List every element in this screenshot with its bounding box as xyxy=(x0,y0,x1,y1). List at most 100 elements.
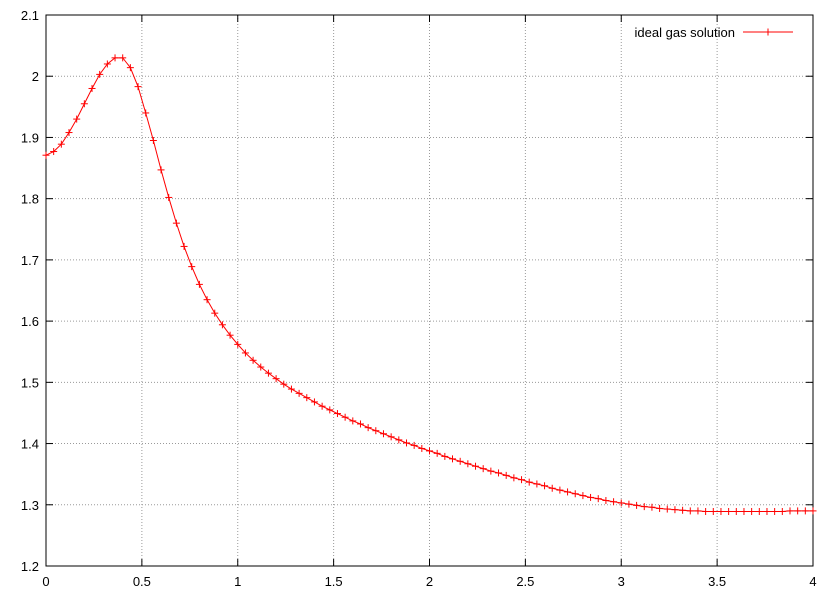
data-point xyxy=(341,413,349,421)
data-point xyxy=(755,508,763,516)
data-point xyxy=(602,496,610,504)
data-point xyxy=(441,452,449,460)
data-point xyxy=(333,410,341,418)
data-point xyxy=(656,504,664,512)
x-tick-label: 1 xyxy=(234,574,241,589)
data-point xyxy=(379,430,387,438)
data-point xyxy=(717,508,725,516)
data-point xyxy=(172,219,180,227)
data-point xyxy=(195,280,203,288)
legend-label: ideal gas solution xyxy=(635,25,735,40)
x-axis-ticks: 0 0.5 1 1.5 2 2.5 3 3.5 4 xyxy=(42,15,817,589)
data-point xyxy=(525,478,533,486)
data-point xyxy=(732,508,740,516)
data-point xyxy=(702,508,710,516)
data-point xyxy=(57,140,65,148)
data-point xyxy=(541,482,549,490)
data-point xyxy=(533,480,541,488)
x-tick-label: 2.5 xyxy=(516,574,534,589)
data-point xyxy=(119,54,127,62)
data-point xyxy=(472,462,480,470)
x-tick-label: 4 xyxy=(809,574,816,589)
data-point xyxy=(633,501,641,509)
data-point xyxy=(149,137,157,145)
data-point xyxy=(587,493,595,501)
data-point xyxy=(786,507,794,515)
data-point xyxy=(402,439,410,447)
data-point xyxy=(157,166,165,174)
data-point xyxy=(801,507,809,515)
data-point xyxy=(165,193,173,201)
y-tick-label: 1.9 xyxy=(21,130,39,145)
data-point xyxy=(410,441,418,449)
data-point xyxy=(80,100,88,108)
y-tick-label: 1.8 xyxy=(21,192,39,207)
data-point xyxy=(487,467,495,475)
x-tick-label: 2 xyxy=(426,574,433,589)
legend: ideal gas solution xyxy=(635,25,793,40)
y-tick-label: 2 xyxy=(32,69,39,84)
data-point xyxy=(287,385,295,393)
data-point xyxy=(564,488,572,496)
data-point xyxy=(126,64,134,72)
data-point xyxy=(349,417,357,425)
data-point xyxy=(203,296,211,304)
data-point xyxy=(426,447,433,455)
data-point xyxy=(648,503,656,511)
data-point xyxy=(211,309,219,317)
data-point xyxy=(134,83,142,91)
data-point xyxy=(617,499,625,507)
data-point xyxy=(663,505,671,513)
data-point xyxy=(640,503,648,511)
data-point xyxy=(234,340,242,348)
data-point xyxy=(671,506,679,514)
data-point xyxy=(303,394,311,402)
data-point xyxy=(65,129,73,137)
data-point xyxy=(725,508,733,516)
x-tick-label: 3 xyxy=(618,574,625,589)
data-point xyxy=(96,70,104,78)
series-layer xyxy=(42,54,817,516)
data-point xyxy=(395,436,403,444)
data-point xyxy=(571,490,579,498)
data-point xyxy=(241,349,249,357)
data-point xyxy=(502,471,510,479)
data-point xyxy=(548,484,556,492)
y-tick-label: 1.5 xyxy=(21,375,39,390)
data-point xyxy=(709,508,717,516)
x-tick-label: 1.5 xyxy=(325,574,343,589)
data-point xyxy=(510,474,518,482)
data-point xyxy=(142,109,150,117)
data-point xyxy=(778,508,786,516)
data-point xyxy=(364,424,372,432)
data-point xyxy=(686,507,694,515)
grid-lines xyxy=(46,15,813,566)
y-tick-label: 1.3 xyxy=(21,498,39,513)
data-point xyxy=(264,369,272,377)
data-point xyxy=(763,508,771,516)
data-point xyxy=(495,469,503,477)
data-point xyxy=(556,486,564,494)
x-tick-label: 3.5 xyxy=(708,574,726,589)
data-point xyxy=(356,420,364,428)
data-point xyxy=(625,500,633,508)
data-point xyxy=(218,321,226,329)
y-tick-label: 1.7 xyxy=(21,253,39,268)
data-point xyxy=(594,495,602,503)
data-point xyxy=(740,508,748,516)
data-point xyxy=(518,476,526,484)
legend-marker xyxy=(764,28,772,36)
data-point xyxy=(326,406,334,414)
y-tick-label: 1.6 xyxy=(21,314,39,329)
data-point xyxy=(295,389,303,397)
data-point xyxy=(310,398,318,406)
data-point xyxy=(771,508,779,516)
data-point xyxy=(387,433,395,441)
data-point xyxy=(272,375,280,383)
data-point xyxy=(449,455,457,463)
data-point xyxy=(479,465,487,473)
data-point xyxy=(418,444,426,452)
data-point xyxy=(88,84,96,92)
data-point xyxy=(433,449,441,457)
